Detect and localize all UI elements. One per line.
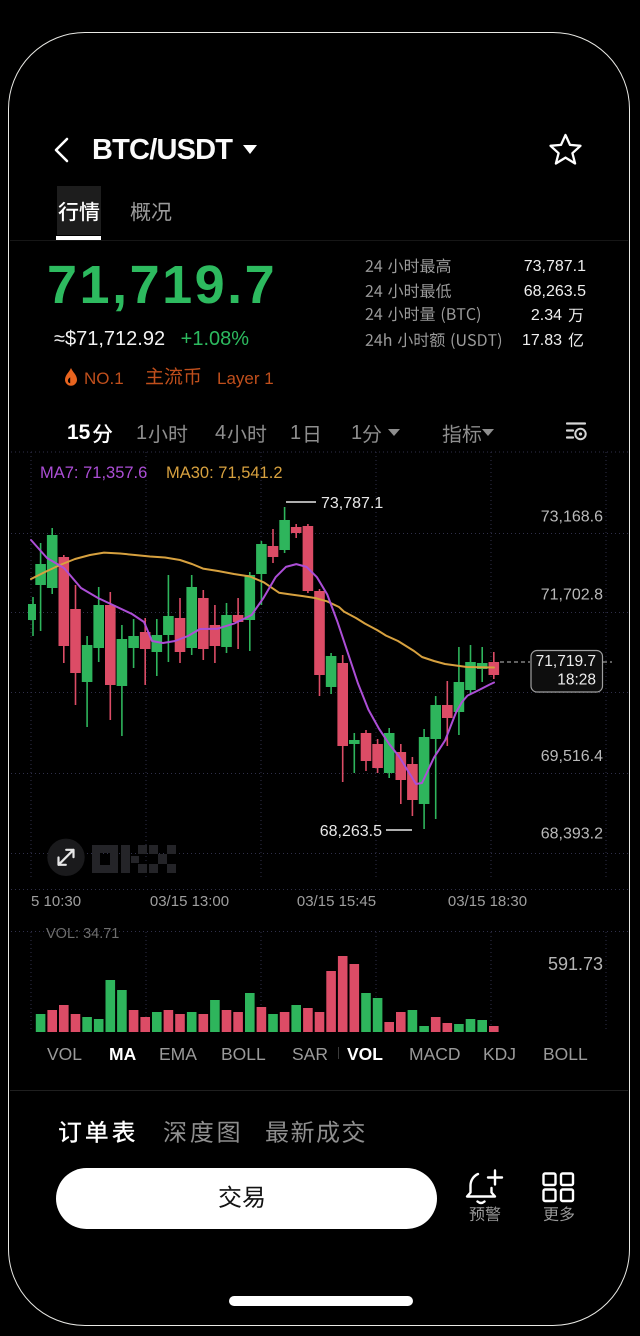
- svg-text:18:28: 18:28: [557, 672, 596, 689]
- svg-text:03/15 18:30: 03/15 18:30: [448, 893, 527, 910]
- svg-text:03/15 13:00: 03/15 13:00: [150, 893, 229, 910]
- svg-text:68,263.5: 68,263.5: [320, 823, 382, 840]
- svg-text:591.73: 591.73: [548, 954, 603, 974]
- svg-text:MA30: 71,541.2: MA30: 71,541.2: [166, 464, 283, 482]
- svg-text:03/15 15:45: 03/15 15:45: [297, 893, 376, 910]
- svg-text:MA7: 71,357.6: MA7: 71,357.6: [40, 464, 147, 482]
- svg-text:71,702.8: 71,702.8: [541, 587, 603, 604]
- svg-text:73,168.6: 73,168.6: [541, 509, 603, 526]
- svg-text:71,719.7: 71,719.7: [536, 653, 596, 670]
- svg-text:69,516.4: 69,516.4: [541, 748, 603, 765]
- svg-text:5 10:30: 5 10:30: [31, 893, 81, 910]
- svg-text:68,393.2: 68,393.2: [541, 826, 603, 843]
- svg-text:VOL: 34.71: VOL: 34.71: [46, 926, 119, 942]
- svg-text:73,787.1: 73,787.1: [321, 495, 383, 512]
